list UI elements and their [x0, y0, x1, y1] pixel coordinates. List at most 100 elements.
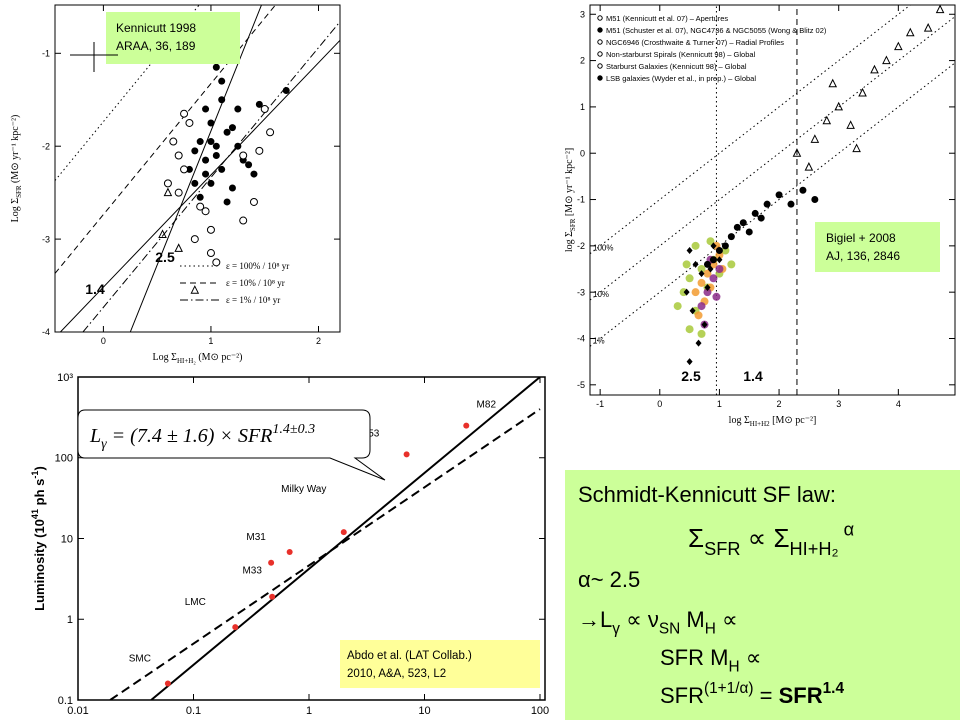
point	[255, 146, 264, 155]
text-part: (M⊙ pc⁻²)	[196, 352, 243, 363]
point	[685, 325, 694, 334]
x-tick-label: 0.1	[186, 705, 201, 717]
text-part: M	[680, 607, 704, 632]
fit-line	[150, 377, 541, 700]
point	[201, 207, 210, 216]
point	[721, 242, 729, 250]
x-tick-label: 10	[418, 705, 430, 717]
y-axis-label: log ΣSFR [M⊙ yr⁻¹ kpc⁻²]	[564, 148, 577, 252]
point	[266, 128, 275, 137]
text-part: (M⊙ yr⁻¹ kpc⁻²)	[10, 115, 21, 186]
point	[212, 63, 220, 71]
point	[792, 148, 802, 157]
y-tick-label: 2	[580, 56, 585, 66]
point	[223, 128, 231, 136]
point	[212, 151, 220, 159]
text-part: = (7.4 ± 1.6) × SFR	[107, 425, 273, 447]
text-part: SFR	[779, 683, 823, 708]
legend-label: M51 (Schuster et al. 07), NGC4736 & NGC5…	[606, 26, 827, 35]
point	[739, 219, 747, 227]
point	[683, 288, 690, 296]
point	[710, 242, 717, 250]
x-tick-label: -1	[596, 399, 604, 409]
legend-label: M51 (Kennicutt et al. 07) – Apertures	[606, 14, 728, 23]
legend-marker	[597, 15, 603, 21]
point	[787, 200, 795, 208]
point	[727, 260, 736, 269]
point	[703, 288, 712, 297]
text-part: L	[89, 425, 101, 447]
point	[268, 559, 275, 566]
point	[164, 680, 171, 687]
y-tick-label: -5	[577, 380, 585, 390]
point	[745, 228, 753, 236]
legend-label: Starburst Galaxies (Kennicutt 98) – Glob…	[606, 62, 747, 71]
text-line: ΣSFR ∝ ΣHI+H₂ α	[688, 519, 854, 559]
legend-label: ε = 1% / 10⁸ yr	[226, 295, 280, 305]
point	[894, 41, 903, 51]
point	[701, 321, 708, 329]
text-part: →L	[578, 607, 612, 632]
slope-label: 1.4	[743, 368, 763, 384]
point	[709, 274, 718, 283]
annotation-box	[340, 640, 540, 688]
text-part: H	[705, 621, 716, 638]
legend-label: NGC6946 (Crosthwaite & Turner 07) – Radi…	[606, 38, 784, 47]
point	[810, 134, 820, 143]
point-label: M31	[246, 532, 266, 543]
point	[282, 86, 290, 94]
text-part: Log Σ	[10, 198, 21, 223]
point	[174, 188, 183, 197]
text-box	[565, 470, 960, 720]
y-tick-label: 0.1	[58, 695, 73, 707]
slope-label: 1.4	[85, 281, 105, 297]
point	[463, 422, 470, 429]
y-tick-label: 0	[580, 148, 585, 158]
point	[715, 265, 724, 274]
point	[703, 260, 711, 268]
point	[202, 156, 210, 164]
point	[685, 274, 694, 283]
x-axis-label: Log ΣHI+H₂ (M⊙ pc⁻²)	[153, 352, 243, 365]
text-part: α~ 2.5	[578, 567, 640, 592]
plot-frame	[54, 4, 341, 333]
point	[255, 100, 263, 108]
point	[269, 593, 276, 600]
formula: Lγ = (7.4 ± 1.6) × SFR1.4±0.3	[89, 422, 315, 452]
point	[163, 179, 172, 188]
point	[692, 260, 699, 268]
point	[185, 165, 193, 173]
point	[249, 197, 258, 206]
point	[715, 246, 723, 254]
point	[697, 265, 706, 274]
text-part: ∝	[716, 607, 738, 632]
point	[340, 529, 347, 536]
plot-area	[109, 377, 541, 700]
point	[697, 329, 706, 338]
text-line: Schmidt-Kennicutt SF law:	[578, 482, 836, 507]
point	[196, 202, 205, 211]
model-line	[82, 21, 340, 332]
point	[212, 142, 220, 150]
text-part: (1+1/α)	[704, 680, 754, 697]
point	[799, 186, 807, 194]
point	[250, 170, 258, 178]
annotation: AJ, 136, 2846	[826, 249, 900, 263]
point	[775, 191, 783, 199]
point	[804, 161, 814, 171]
point	[234, 142, 242, 150]
x-tick-label: 1	[306, 705, 312, 717]
point	[852, 143, 861, 153]
x-tick-label: 4	[896, 399, 901, 409]
point	[691, 288, 700, 297]
y-tick-label: -4	[577, 334, 585, 344]
text-part: HI+H₂	[790, 539, 839, 559]
point	[206, 249, 215, 258]
legend-marker	[597, 39, 603, 45]
point	[689, 307, 696, 315]
point	[202, 105, 210, 113]
annotation: ARAA, 36, 189	[116, 39, 196, 53]
